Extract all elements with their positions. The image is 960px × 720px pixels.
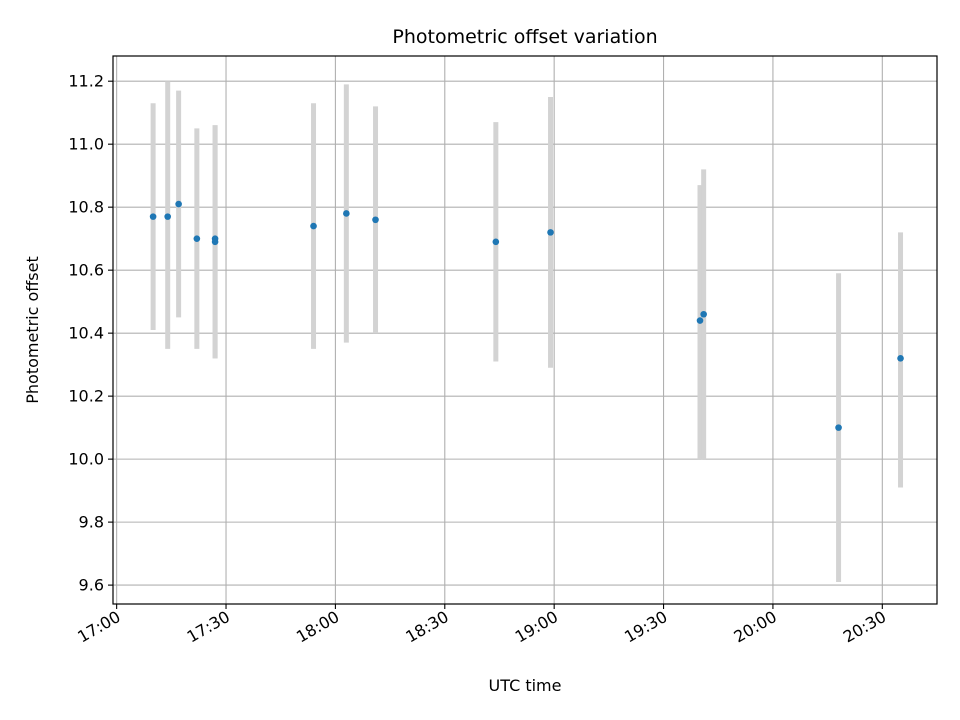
data-point bbox=[492, 238, 500, 246]
data-point bbox=[193, 235, 201, 242]
y-tick-label: 10.4 bbox=[68, 324, 104, 343]
data-point bbox=[343, 210, 350, 217]
data-point bbox=[149, 213, 157, 220]
y-tick-label: 10.0 bbox=[68, 450, 104, 469]
plot-area bbox=[113, 56, 937, 604]
y-tick-label: 10.2 bbox=[68, 387, 104, 406]
data-point bbox=[372, 216, 379, 224]
y-tick-label: 11.0 bbox=[68, 135, 104, 154]
data-point bbox=[547, 229, 554, 236]
y-tick-label: 11.2 bbox=[68, 72, 104, 91]
y-tick-label: 9.8 bbox=[79, 513, 104, 532]
data-point bbox=[211, 235, 219, 242]
data-point bbox=[175, 200, 182, 208]
y-axis-title: Photometric offset bbox=[23, 256, 42, 404]
plot-frame bbox=[112, 55, 938, 605]
y-tick-label: 10.6 bbox=[68, 261, 104, 280]
data-point bbox=[700, 310, 707, 318]
y-tick-label: 10.8 bbox=[68, 198, 104, 217]
data-point bbox=[310, 222, 317, 230]
grid bbox=[113, 56, 937, 604]
data-point bbox=[835, 424, 842, 431]
y-axis: 9.6 9.8 10.0 10.2 10.4 10.6 10.8 11.0 11.2 bbox=[68, 72, 113, 595]
data-point bbox=[164, 213, 171, 220]
x-axis-title: UTC time bbox=[489, 676, 562, 695]
data-point bbox=[696, 317, 704, 324]
y-tick-label: 9.6 bbox=[79, 576, 104, 595]
data-point bbox=[897, 355, 904, 362]
chart-title: Photometric offset variation bbox=[392, 26, 657, 48]
data-points bbox=[149, 200, 904, 431]
